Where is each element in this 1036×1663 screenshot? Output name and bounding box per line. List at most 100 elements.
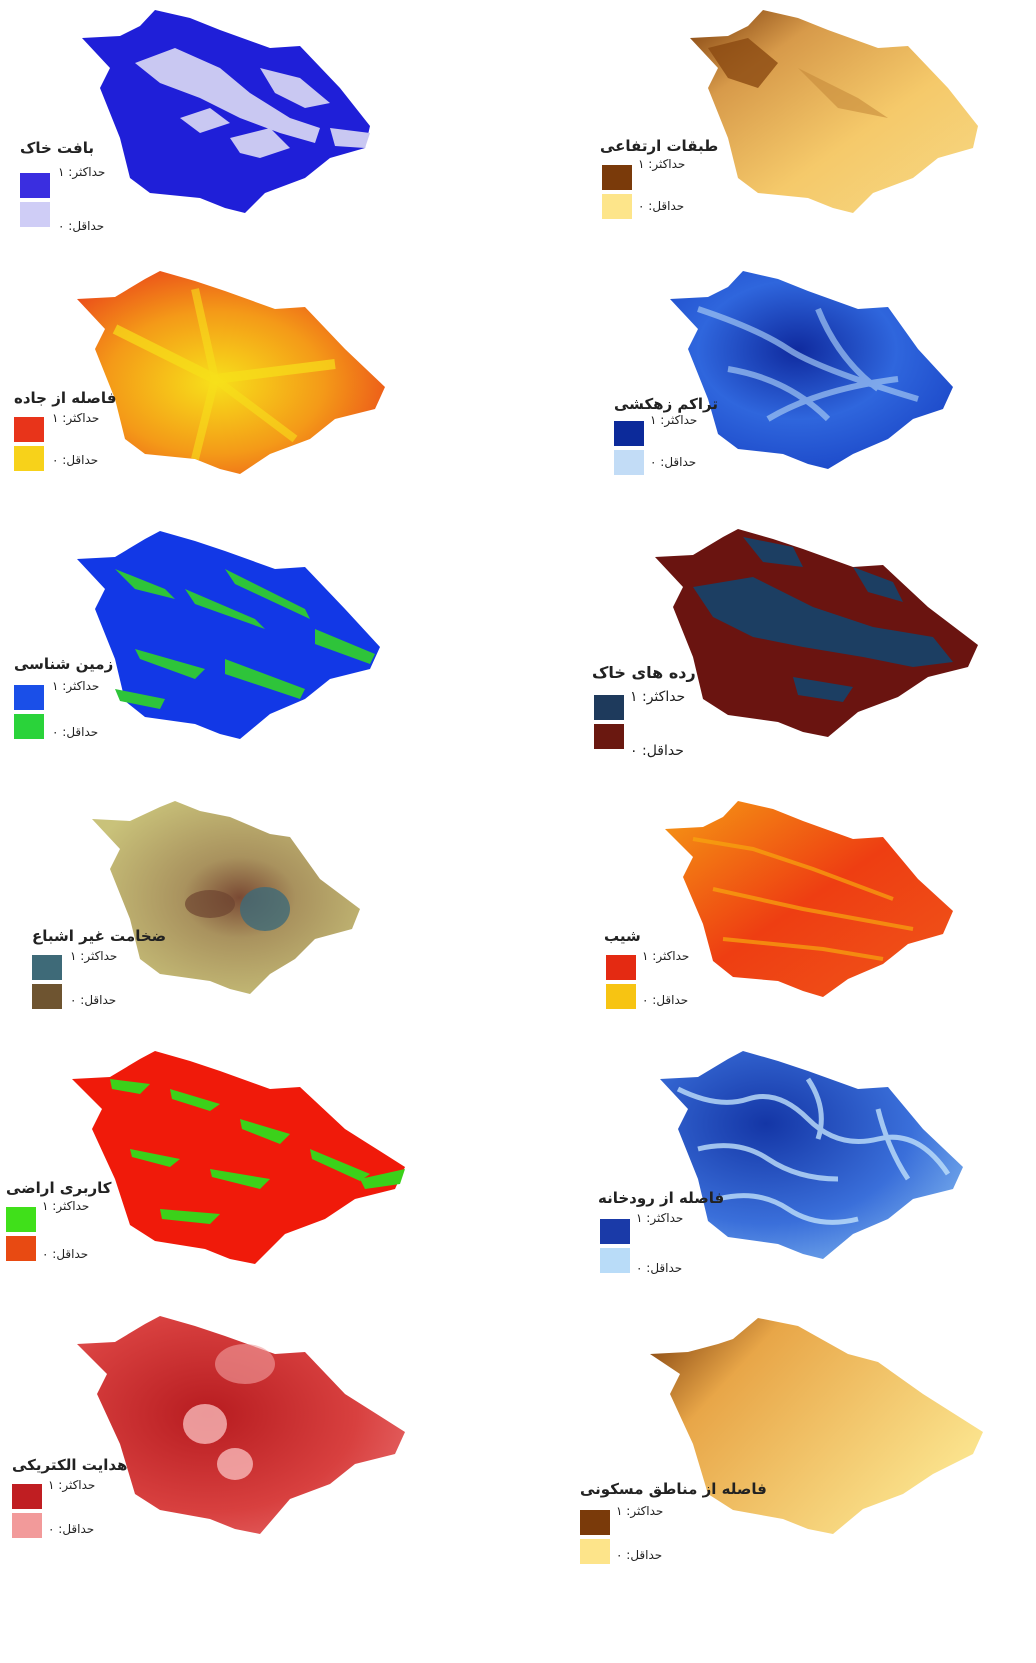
max-prefix: حداکثر:: [80, 949, 118, 963]
legend-swatch: [20, 173, 50, 227]
min-value: ۰: [650, 455, 657, 469]
max-value: ۱: [52, 679, 59, 693]
min-value: ۰: [70, 993, 77, 1007]
min-value: ۰: [48, 1522, 55, 1536]
legend-max-color: [6, 1207, 36, 1232]
min-value: ۰: [642, 993, 649, 1007]
legend-max-color: [14, 685, 44, 710]
legend-swatch: [600, 1219, 630, 1273]
legend-land-use: کاربری اراضی حداکثر: ۱ حداقل: ۰: [0, 1173, 130, 1273]
max-value: ۱: [48, 1478, 55, 1492]
min-prefix: حداقل:: [641, 743, 684, 759]
legend-min-color: [12, 1513, 42, 1538]
legend-title: شیب: [604, 927, 641, 945]
legend-soil-texture: بافت خاک حداکثر: ۱ حداقل: ۰: [0, 135, 130, 235]
legend-title: زمین شناسی: [14, 655, 114, 673]
map-drainage-density: [670, 271, 953, 469]
legend-electrical-conductivity: هدایت الکتریکی حداکثر: ۱ حداقل: ۰: [0, 1450, 140, 1550]
legend-min-label: حداقل: ۰: [48, 1522, 94, 1536]
legend-min-color: [594, 724, 624, 749]
map-residential-distance: [650, 1318, 983, 1534]
legend-max-color: [12, 1484, 42, 1509]
legend-title: فاصله از جاده: [14, 389, 117, 407]
legend-min-label: حداقل: ۰: [642, 993, 688, 1007]
legend-max-color: [614, 421, 644, 446]
max-value: ۱: [650, 413, 657, 427]
legend-separator: [20, 199, 50, 201]
map-unsaturated-thickness: [92, 801, 360, 994]
panel-unsaturated-thickness: ضخامت غیر اشباع حداکثر: ۱ حداقل: ۰: [0, 795, 518, 1025]
legend-min-label: حداقل: ۰: [42, 1247, 88, 1261]
map-soil-texture: [82, 10, 370, 213]
panel-land-use: کاربری اراضی حداکثر: ۱ حداقل: ۰: [0, 1045, 518, 1285]
min-prefix: حداقل:: [68, 219, 105, 233]
max-prefix: حداکثر:: [58, 1478, 96, 1492]
panel-soil-texture: بافت خاک حداکثر: ۱ حداقل: ۰: [0, 0, 518, 260]
legend-swatch: [602, 165, 632, 219]
min-value: ۰: [630, 743, 638, 759]
min-value: ۰: [638, 199, 645, 213]
legend-separator: [32, 981, 62, 983]
legend-min-label: حداقل: ۰: [630, 743, 684, 759]
legend-title: طبقات ارتفاعی: [600, 137, 719, 155]
max-value: ۱: [70, 949, 77, 963]
legend-max-color: [602, 165, 632, 190]
legend-swatch: [32, 955, 62, 1009]
legend-min-color: [602, 194, 632, 219]
min-value: ۰: [58, 219, 65, 233]
max-prefix: حداکثر:: [648, 157, 686, 171]
legend-min-label: حداقل: ۰: [650, 455, 696, 469]
legend-swatch: [14, 417, 44, 471]
legend-min-color: [580, 1539, 610, 1564]
legend-title: فاصله از مناطق مسکونی: [580, 1480, 767, 1498]
min-prefix: حداقل:: [52, 1247, 89, 1261]
legend-max-label: حداکثر: ۱: [52, 679, 99, 693]
legend-max-label: حداکثر: ۱: [52, 411, 99, 425]
max-prefix: حداکثر:: [62, 411, 100, 425]
legend-max-color: [32, 955, 62, 980]
legend-separator: [580, 1536, 610, 1538]
legend-min-label: حداقل: ۰: [58, 219, 104, 233]
legend-min-label: حداقل: ۰: [70, 993, 116, 1007]
legend-unsaturated-thickness: ضخامت غیر اشباع حداکثر: ۱ حداقل: ۰: [0, 923, 166, 1013]
legend-max-color: [14, 417, 44, 442]
legend-min-color: [20, 202, 50, 227]
legend-road-distance: فاصله از جاده حداکثر: ۱ حداقل: ۰: [0, 383, 130, 483]
max-value: ۱: [616, 1504, 623, 1518]
legend-max-label: حداکثر: ۱: [642, 949, 689, 963]
map-slope: [665, 801, 953, 997]
map-land-use: [72, 1051, 405, 1264]
min-prefix: حداقل:: [80, 993, 117, 1007]
max-prefix: حداکثر:: [62, 679, 100, 693]
min-prefix: حداقل:: [648, 199, 685, 213]
panel-drainage-density: تراکم زهکشی حداکثر: ۱ حداقل: ۰: [518, 265, 1036, 505]
legend-title: ضخامت غیر اشباع: [32, 927, 167, 945]
legend-max-label: حداکثر: ۱: [48, 1478, 95, 1492]
legend-elevation: طبقات ارتفاعی حداکثر: ۱ حداقل: ۰: [598, 135, 728, 235]
min-prefix: حداقل:: [646, 1261, 683, 1275]
legend-max-label: حداکثر: ۱: [42, 1199, 89, 1213]
legend-drainage-density: تراکم زهکشی حداکثر: ۱ حداقل: ۰: [608, 393, 738, 483]
legend-title: بافت خاک: [20, 139, 94, 157]
min-prefix: حداقل:: [62, 725, 99, 739]
min-value: ۰: [52, 725, 59, 739]
legend-title: کاربری اراضی: [6, 1179, 112, 1197]
legend-separator: [14, 711, 44, 713]
legend-max-label: حداکثر: ۱: [638, 157, 685, 171]
legend-title: رده های خاک: [592, 663, 696, 682]
legend-max-color: [20, 173, 50, 198]
max-prefix: حداکثر:: [641, 689, 686, 705]
max-prefix: حداکثر:: [52, 1199, 90, 1213]
min-prefix: حداقل:: [58, 1522, 95, 1536]
panel-soil-classes: رده های خاک حداکثر: ۱ حداقل: ۰: [518, 525, 1036, 775]
legend-title: تراکم زهکشی: [614, 395, 719, 413]
min-value: ۰: [42, 1247, 49, 1261]
legend-max-label: حداکثر: ۱: [630, 689, 685, 705]
legend-min-color: [32, 984, 62, 1009]
map-river-distance: [660, 1051, 963, 1259]
max-prefix: حداکثر:: [646, 1211, 684, 1225]
min-prefix: حداقل:: [660, 455, 697, 469]
legend-swatch: [6, 1207, 36, 1261]
max-prefix: حداکثر:: [68, 165, 106, 179]
legend-max-label: حداکثر: ۱: [58, 165, 105, 179]
